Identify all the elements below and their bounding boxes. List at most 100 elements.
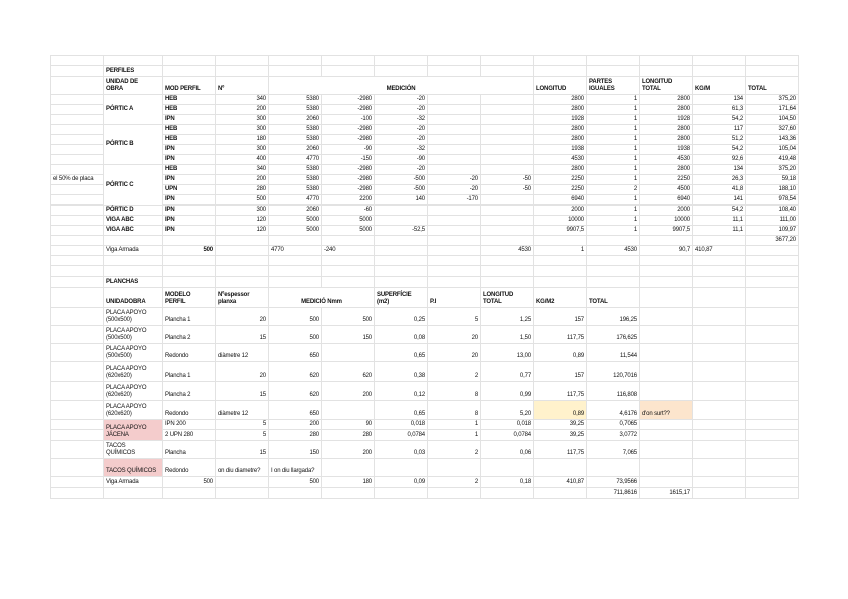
cell[interactable]: 0,38: [374, 361, 428, 382]
cell[interactable]: 4530: [533, 154, 587, 165]
cell[interactable]: 419,48: [745, 154, 799, 165]
cell[interactable]: [427, 55, 481, 66]
cell[interactable]: 1: [586, 164, 640, 175]
cell[interactable]: LONGITUD TOTAL: [639, 76, 693, 95]
cell[interactable]: 0,89: [533, 343, 587, 362]
cell[interactable]: 300: [215, 144, 269, 155]
cell[interactable]: [692, 307, 746, 326]
cell[interactable]: PERFILES: [103, 65, 163, 77]
cell[interactable]: PÓRTIC A: [103, 94, 163, 125]
cell[interactable]: [50, 343, 104, 362]
cell[interactable]: 410,87: [692, 245, 746, 256]
cell[interactable]: [586, 235, 640, 246]
cell[interactable]: 5,20: [480, 400, 534, 420]
cell[interactable]: Redondo: [162, 400, 216, 420]
cell[interactable]: 116,808: [586, 381, 640, 401]
cell[interactable]: [745, 325, 799, 344]
cell[interactable]: I on diu llargada?: [268, 458, 322, 477]
cell[interactable]: [692, 65, 746, 77]
cell[interactable]: 300: [215, 205, 269, 216]
cell[interactable]: [427, 487, 481, 499]
cell[interactable]: [639, 276, 693, 288]
cell[interactable]: 180: [321, 476, 375, 488]
cell[interactable]: [533, 255, 587, 266]
cell[interactable]: Redondo: [162, 458, 216, 477]
cell[interactable]: [533, 458, 587, 477]
cell[interactable]: IPN: [162, 154, 216, 165]
cell[interactable]: Plancha 1: [162, 361, 216, 382]
cell[interactable]: [639, 361, 693, 382]
cell[interactable]: 5380: [268, 94, 322, 105]
cell[interactable]: 3,0772: [586, 429, 640, 441]
cell[interactable]: [374, 265, 428, 277]
cell[interactable]: [480, 65, 534, 77]
cell[interactable]: [374, 55, 428, 66]
cell[interactable]: [50, 94, 104, 105]
cell[interactable]: 1: [586, 134, 640, 145]
cell[interactable]: 0,65: [374, 400, 428, 420]
cell[interactable]: [745, 400, 799, 420]
cell[interactable]: [374, 245, 428, 256]
cell[interactable]: -20: [374, 124, 428, 135]
cell[interactable]: 105,04: [745, 144, 799, 155]
cell[interactable]: UPN: [162, 184, 216, 195]
cell[interactable]: HEB: [162, 104, 216, 115]
cell[interactable]: IPN: [162, 205, 216, 216]
cell[interactable]: [321, 276, 375, 288]
cell[interactable]: TOTAL: [745, 76, 799, 95]
cell[interactable]: -500: [374, 184, 428, 195]
cell[interactable]: [692, 55, 746, 66]
cell[interactable]: 500: [215, 194, 269, 205]
cell[interactable]: [692, 325, 746, 344]
cell[interactable]: [427, 124, 481, 135]
cell[interactable]: KG/M: [692, 76, 746, 95]
cell[interactable]: PÓRTIC D: [103, 205, 163, 216]
cell[interactable]: 1: [533, 245, 587, 256]
cell[interactable]: [639, 476, 693, 488]
cell[interactable]: -20: [374, 164, 428, 175]
cell[interactable]: 2800: [639, 94, 693, 105]
cell[interactable]: 10000: [639, 215, 693, 226]
cell[interactable]: 92,6: [692, 154, 746, 165]
cell[interactable]: IPN: [162, 144, 216, 155]
cell[interactable]: 1: [586, 205, 640, 216]
cell[interactable]: PLACA APOYO (500x500): [103, 325, 163, 344]
cell[interactable]: [427, 205, 481, 216]
cell[interactable]: 200: [268, 419, 322, 430]
cell[interactable]: [50, 361, 104, 382]
cell[interactable]: IPN: [162, 174, 216, 185]
cell[interactable]: 4,6176: [586, 400, 640, 420]
cell[interactable]: 500: [268, 307, 322, 326]
cell[interactable]: 1: [586, 144, 640, 155]
cell[interactable]: UNIDAD DE OBRA: [103, 76, 163, 95]
cell[interactable]: 10000: [533, 215, 587, 226]
cell[interactable]: 1615,17: [639, 487, 693, 499]
cell[interactable]: [103, 487, 163, 499]
cell[interactable]: [639, 343, 693, 362]
cell[interactable]: 20: [427, 343, 481, 362]
cell[interactable]: [162, 65, 216, 77]
cell[interactable]: 2: [427, 361, 481, 382]
cell[interactable]: 650: [268, 343, 322, 362]
cell[interactable]: [427, 235, 481, 246]
cell[interactable]: [586, 276, 640, 288]
cell[interactable]: 11,1: [692, 215, 746, 226]
cell[interactable]: [745, 476, 799, 488]
cell[interactable]: 4530: [639, 154, 693, 165]
cell[interactable]: 0,08: [374, 325, 428, 344]
cell[interactable]: [50, 55, 104, 66]
cell[interactable]: 1: [586, 104, 640, 115]
cell[interactable]: 280: [268, 429, 322, 441]
cell[interactable]: [533, 265, 587, 277]
cell[interactable]: 150: [268, 440, 322, 459]
cell[interactable]: 150: [321, 325, 375, 344]
cell[interactable]: -20: [374, 134, 428, 145]
cell[interactable]: -90: [374, 154, 428, 165]
cell[interactable]: [480, 458, 534, 477]
cell[interactable]: [50, 194, 104, 205]
cell[interactable]: d'on surt??: [639, 400, 693, 420]
cell[interactable]: [50, 255, 104, 266]
cell[interactable]: [427, 215, 481, 226]
cell[interactable]: [162, 255, 216, 266]
cell[interactable]: [692, 287, 746, 308]
